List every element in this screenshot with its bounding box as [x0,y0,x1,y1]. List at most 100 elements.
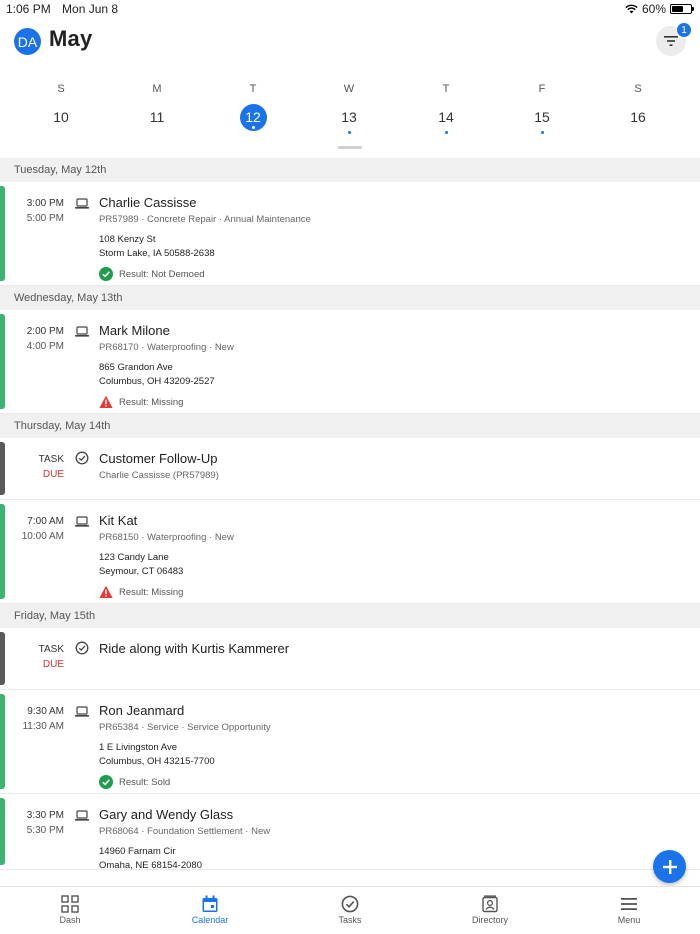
status-time: 1:06 PM [6,2,51,16]
tab-calendar[interactable]: Calendar [160,887,260,934]
week-day-10[interactable]: S 10 [31,80,91,156]
status-bar: 1:06 PM Mon Jun 8 60% [0,0,700,18]
tab-label: Tasks [338,915,362,925]
task-title: Ride along with Kurtis Kammerer [99,641,290,656]
filter-badge: 1 [676,22,692,38]
end-time: 4:00 PM [26,341,64,352]
drag-handle[interactable] [338,146,362,149]
date-number[interactable]: 15 [529,104,556,134]
tab-tasks[interactable]: Tasks [300,887,400,934]
appointment-content: Kit Kat PR68150 · Waterproofing · New 123 … [99,513,690,599]
date-number[interactable]: 13 [336,104,363,134]
end-time: 5:00 PM [26,213,64,224]
week-day-11[interactable]: M 11 [127,80,187,156]
page-title[interactable]: May [49,26,93,51]
project-details: PR57989 · Concrete Repair · Annual Maint… [99,214,311,225]
date-number[interactable]: 16 [630,109,646,125]
appointment-color-bar [0,798,5,865]
tab-directory[interactable]: Directory [440,887,540,934]
task-content: Customer Follow-Up Charlie Cassisse (PR57… [99,451,690,483]
appointment-content: Mark Milone PR68170 · Waterproofing · New… [99,323,690,409]
appointment-card[interactable]: 9:30 AM 11:30 AM Ron Jeanmard PR65384 · Ser… [0,690,700,794]
appointment-card[interactable]: 7:00 AM 10:00 AM Kit Kat PR68150 · Waterpro… [0,500,700,604]
end-time: 5:30 PM [26,825,64,836]
project-details: PR68064 · Foundation Settlement · New [99,826,271,837]
appointment-color-bar [0,314,5,409]
laptop-icon [75,326,89,337]
week-day-14[interactable]: T 14 [416,80,476,156]
task-card[interactable]: TASK DUE Ride along with Kurtis Kammerer [0,628,700,690]
date-number[interactable]: 10 [53,109,69,125]
week-day-13[interactable]: W 13 [319,80,379,156]
project-details: PR68170 · Waterproofing · New [99,342,234,353]
address[interactable]: 123 Candy Lane Seymour, CT 06483 [99,551,690,579]
add-button[interactable] [653,850,686,883]
customer-name[interactable]: Kit Kat [99,513,138,528]
selected-date[interactable]: 12 [239,104,267,131]
address-line-2: Columbus, OH 43215-7700 [99,756,215,767]
appointment-content: Ron Jeanmard PR65384 · Service · Service … [99,703,690,789]
task-due-label: DUE [42,469,64,480]
result-row: Result: Missing [99,395,690,409]
week-day-16[interactable]: S 16 [608,80,668,156]
address-line-1: 865 Grandon Ave [99,362,173,373]
date-number[interactable]: 11 [149,109,165,125]
warning-icon [99,585,113,598]
battery-icon [670,4,694,14]
day-of-week-label: S [634,83,642,95]
filter-icon [664,36,678,46]
event-dot [347,131,351,134]
customer-name[interactable]: Charlie Cassisse [99,195,197,210]
event-dot [540,131,544,134]
tab-label: Calendar [191,915,229,925]
tab-label: Menu [617,915,641,925]
customer-name[interactable]: Ron Jeanmard [99,703,185,718]
task-due-label: DUE [42,659,64,670]
task-check-icon [75,451,89,465]
day-of-week-label: T [249,83,257,95]
filter-button[interactable]: 1 [656,22,692,56]
week-day-12[interactable]: T 12 [223,80,283,156]
address[interactable]: 865 Grandon Ave Columbus, OH 43209-2527 [99,361,690,389]
task-label: TASK [38,644,64,655]
address-line-1: 1 E Livingston Ave [99,742,177,753]
address-line-2: Seymour, CT 06483 [99,566,184,577]
task-title: Customer Follow-Up [99,451,218,466]
task-card[interactable]: TASK DUE Customer Follow-Up Charlie Cassiss… [0,438,700,500]
start-time: 2:00 PM [26,326,64,337]
address-line-2: Storm Lake, IA 50588-2638 [99,248,215,259]
section-header: Thursday, May 14th [0,414,700,438]
task-content: Ride along with Kurtis Kammerer [99,641,690,657]
avatar[interactable]: DA [14,28,41,55]
agenda-list[interactable]: Tuesday, May 12th 3:00 PM 5:00 PM Charlie C… [0,158,700,886]
section-header: Friday, May 15th [0,604,700,628]
address-line-2: Columbus, OH 43209-2527 [99,376,215,387]
end-time: 11:30 AM [22,721,64,732]
event-dot [444,131,448,134]
task-labels: TASK DUE [0,452,64,482]
week-day-15[interactable]: F 15 [512,80,572,156]
address[interactable]: 1 E Livingston Ave Columbus, OH 43215-770… [99,741,690,769]
tab-menu[interactable]: Menu [579,887,679,934]
appointment-card[interactable]: 2:00 PM 4:00 PM Mark Milone PR68170 · Water… [0,310,700,414]
appointment-card[interactable]: 3:00 PM 5:00 PM Charlie Cassisse PR57989 · … [0,182,700,286]
status-date: Mon Jun 8 [62,2,119,16]
app-header: DA May 1 [0,22,700,62]
section-header: Tuesday, May 12th [0,158,700,182]
appointment-color-bar [0,504,5,599]
result-row: Result: Sold [99,775,690,789]
result-text: Result: Not Demoed [119,268,205,280]
customer-name[interactable]: Gary and Wendy Glass [99,807,234,822]
date-number[interactable]: 14 [433,104,460,134]
start-time: 3:00 PM [26,198,64,209]
address[interactable]: 14960 Farnam Cir Omaha, NE 68154-2080 [99,845,690,873]
customer-name[interactable]: Mark Milone [99,323,170,338]
battery-percent: 60% [641,2,666,16]
warning-icon [99,395,113,408]
day-of-week-label: S [57,83,65,95]
tab-dash[interactable]: Dash [20,887,120,934]
address[interactable]: 108 Kenzy St Storm Lake, IA 50588-2638 [99,233,690,261]
appointment-card[interactable]: 3:30 PM 5:30 PM Gary and Wendy Glass PR6806… [0,794,700,873]
check-circle-icon [99,775,113,789]
appointment-content: Charlie Cassisse PR57989 · Concrete Repai… [99,195,690,281]
